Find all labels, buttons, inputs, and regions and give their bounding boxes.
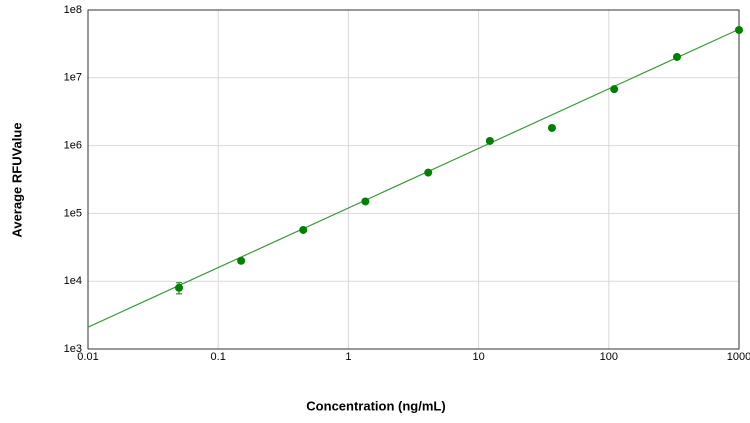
data-point (299, 225, 308, 234)
data-point (672, 52, 681, 61)
data-point (361, 197, 370, 206)
y-tick-label: 1e7 (64, 72, 82, 84)
data-point (175, 283, 184, 292)
y-tick-label: 1e3 (64, 343, 82, 355)
data-point (547, 123, 556, 132)
y-axis-title: Average RFUValue (9, 122, 24, 237)
data-point (485, 136, 494, 145)
x-tick-label: 0.01 (77, 351, 98, 363)
data-point (424, 168, 433, 177)
x-tick-label: 1 (345, 351, 351, 363)
fit-line (87, 28, 740, 328)
x-axis-title: Concentration (ng/mL) (306, 398, 445, 413)
data-point (610, 85, 619, 94)
data-point (237, 256, 246, 265)
plot-frame (87, 9, 740, 350)
x-tick-label: 100 (600, 351, 618, 363)
y-tick-label: 1e5 (64, 207, 82, 219)
x-tick-label: 0.1 (211, 351, 226, 363)
y-tick-label: 1e4 (64, 275, 82, 287)
y-tick-label: 1e8 (64, 4, 82, 16)
y-tick-label: 1e6 (64, 140, 82, 152)
x-tick-label: 1000 (727, 351, 750, 363)
data-point (735, 26, 743, 35)
x-tick-label: 10 (472, 351, 484, 363)
